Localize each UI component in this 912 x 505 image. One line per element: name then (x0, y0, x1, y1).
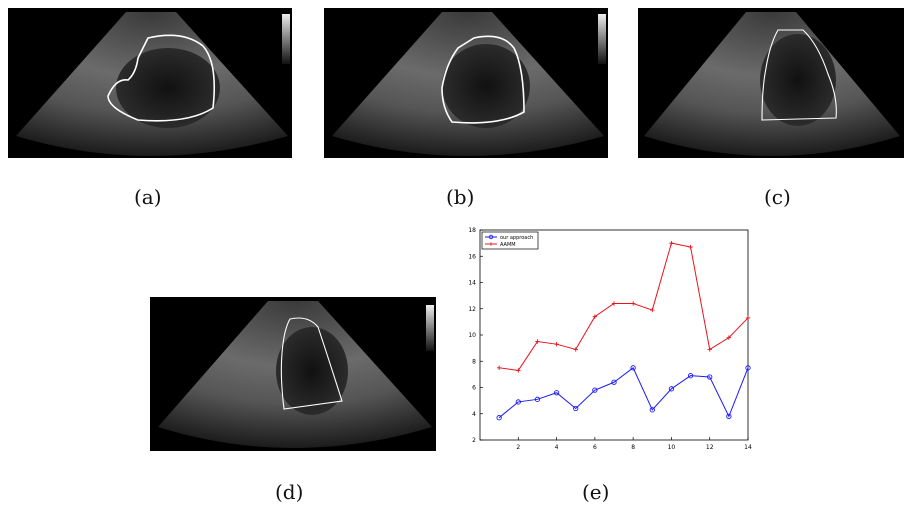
data-point (687, 373, 694, 379)
legend-box (481, 231, 539, 250)
ultrasound-image-d (150, 297, 436, 451)
cavity-region (760, 34, 836, 126)
caption-c: (c) (764, 185, 791, 209)
caption-e: (e) (582, 480, 610, 504)
data-point (516, 368, 521, 373)
data-point (573, 405, 579, 412)
caption-a: (a) (134, 185, 162, 209)
x-tick-label: 6 (593, 444, 597, 451)
cavity-region (276, 327, 348, 415)
data-point (630, 301, 636, 306)
data-point (554, 341, 559, 347)
x-tick-label: 2 (516, 444, 520, 451)
data-point (573, 347, 578, 352)
data-point (592, 387, 598, 393)
segmentation-contour (280, 317, 343, 410)
data-point (707, 347, 712, 352)
error-line-chart: 2 4 6 8 10 12 14 2 4 6 8 10 12 14 16 18 our approachAAM… (468, 227, 752, 451)
y-tick-label: 8 (472, 358, 476, 365)
ultrasound-image-c (638, 8, 904, 158)
data-point (668, 386, 675, 392)
data-point (496, 415, 502, 421)
grayscale-bar (598, 14, 606, 64)
x-tick-label: 4 (555, 444, 559, 451)
data-point (535, 339, 540, 344)
data-point (650, 307, 655, 313)
x-tick-label: 12 (706, 444, 714, 451)
legend-marker (488, 234, 494, 240)
y-tick-label: 14 (468, 280, 476, 287)
data-point (649, 407, 655, 413)
ultrasound-image-b (324, 8, 608, 158)
data-point (611, 379, 617, 385)
data-point (592, 314, 598, 319)
data-point (515, 399, 521, 405)
cavity-region (442, 44, 530, 128)
segmentation-contour (441, 35, 525, 124)
y-tick-label: 10 (468, 332, 476, 339)
data-point (726, 335, 732, 340)
cavity-region (116, 48, 220, 128)
legend-label: AAMM (500, 242, 516, 248)
y-tick-label: 2 (472, 437, 476, 444)
caption-b: (b) (446, 185, 475, 209)
plot-frame (479, 229, 749, 441)
data-point (496, 365, 502, 371)
data-point (630, 365, 636, 371)
grayscale-bar (282, 14, 290, 64)
chart-series (496, 240, 751, 421)
caption-d: (d) (275, 480, 304, 504)
data-point (745, 315, 751, 321)
data-point (553, 390, 560, 396)
data-point (669, 240, 674, 246)
data-point (745, 365, 751, 371)
series-line-2 (499, 242, 749, 371)
series-line-1 (498, 367, 749, 419)
y-tick-label: 12 (468, 306, 476, 313)
segmentation-contour (761, 29, 837, 121)
grayscale-bar (426, 305, 434, 351)
x-tick-label: 14 (744, 444, 752, 451)
x-tick-label: 10 (668, 444, 676, 451)
y-tick-label: 6 (472, 385, 476, 392)
data-point (726, 413, 732, 420)
y-tick-label: 4 (472, 411, 476, 418)
data-point (611, 301, 617, 306)
segmentation-contour (107, 34, 216, 122)
y-tick-label: 18 (468, 227, 476, 234)
ultrasound-image-a (8, 8, 292, 158)
data-point (688, 244, 693, 250)
data-point (707, 374, 713, 380)
x-tick-label: 8 (631, 444, 635, 451)
y-tick-label: 16 (468, 253, 476, 260)
data-point (534, 396, 541, 402)
chart-axes: 2 4 6 8 10 12 14 2 4 6 8 10 12 14 16 18 (468, 227, 752, 451)
legend-label: our approach (500, 235, 533, 241)
